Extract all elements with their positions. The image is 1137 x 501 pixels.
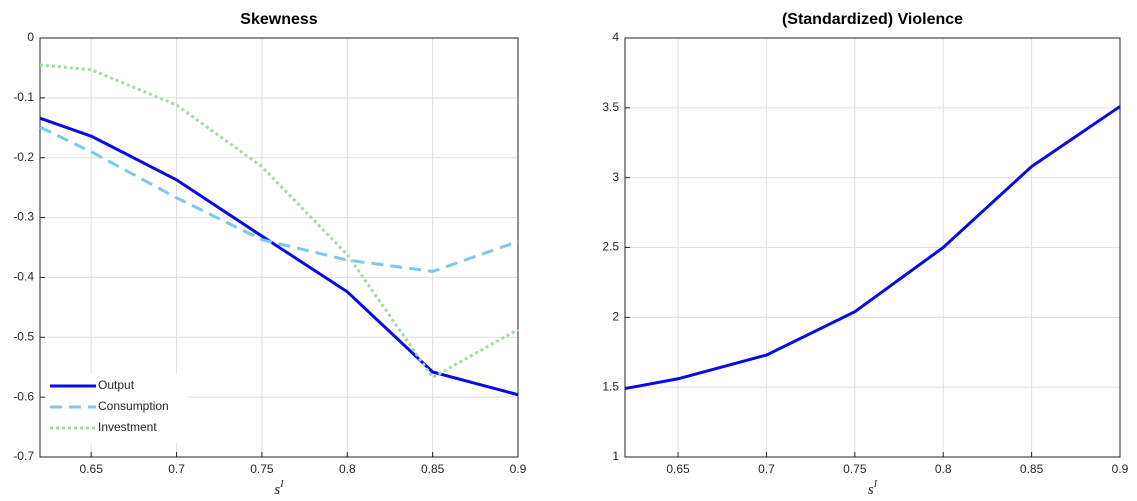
data-line — [39, 116, 519, 397]
chart-title: (Standardized) Violence — [782, 11, 963, 28]
x-axis-label: sI — [868, 479, 878, 498]
x-tick-label: 0.8 — [935, 462, 952, 476]
legend-label: Consumption — [98, 399, 169, 413]
x-tick-label: 0.75 — [250, 462, 274, 476]
legend-label: Investment — [98, 420, 157, 434]
x-axis-label-sup: I — [279, 479, 284, 490]
y-tick-label: -0.5 — [13, 329, 34, 343]
y-tick-label: 3 — [612, 170, 619, 184]
x-tick-label: 0.75 — [843, 462, 867, 476]
data-line — [624, 105, 1121, 391]
y-tick-label: -0.7 — [13, 449, 34, 463]
y-tick-label: -0.4 — [13, 270, 34, 284]
x-tick-label: 0.8 — [339, 462, 356, 476]
x-axis-label: sI — [274, 479, 284, 498]
y-tick-label: -0.2 — [13, 150, 34, 164]
y-tick-label: 4 — [612, 30, 619, 44]
axes-box — [39, 37, 519, 458]
x-tick-label: 0.65 — [80, 462, 104, 476]
legend-label: Output — [98, 378, 135, 392]
y-tick-label: -0.3 — [13, 210, 34, 224]
axes-box — [624, 37, 1121, 458]
x-tick-label: 0.9 — [1112, 462, 1129, 476]
x-axis-label-sup: I — [873, 479, 878, 490]
y-tick-label: 2.5 — [602, 240, 619, 254]
y-tick-label: 1 — [612, 449, 619, 463]
data-line — [39, 125, 519, 273]
y-tick-label: 2 — [612, 310, 619, 324]
y-tick-label: 1.5 — [602, 379, 619, 393]
x-tick-label: 0.85 — [1020, 462, 1044, 476]
x-axis-label-base: s — [868, 482, 874, 498]
x-tick-label: 0.9 — [510, 462, 527, 476]
x-tick-label: 0.7 — [168, 462, 185, 476]
y-tick-label: -0.1 — [13, 90, 34, 104]
y-tick-label: 0 — [27, 30, 34, 44]
chart-title: Skewness — [240, 11, 317, 28]
x-tick-label: 0.65 — [666, 462, 690, 476]
y-tick-label: 3.5 — [602, 100, 619, 114]
y-tick-label: -0.6 — [13, 389, 34, 403]
x-axis-label-base: s — [274, 482, 280, 498]
x-tick-label: 0.85 — [421, 462, 445, 476]
x-tick-label: 0.7 — [758, 462, 775, 476]
